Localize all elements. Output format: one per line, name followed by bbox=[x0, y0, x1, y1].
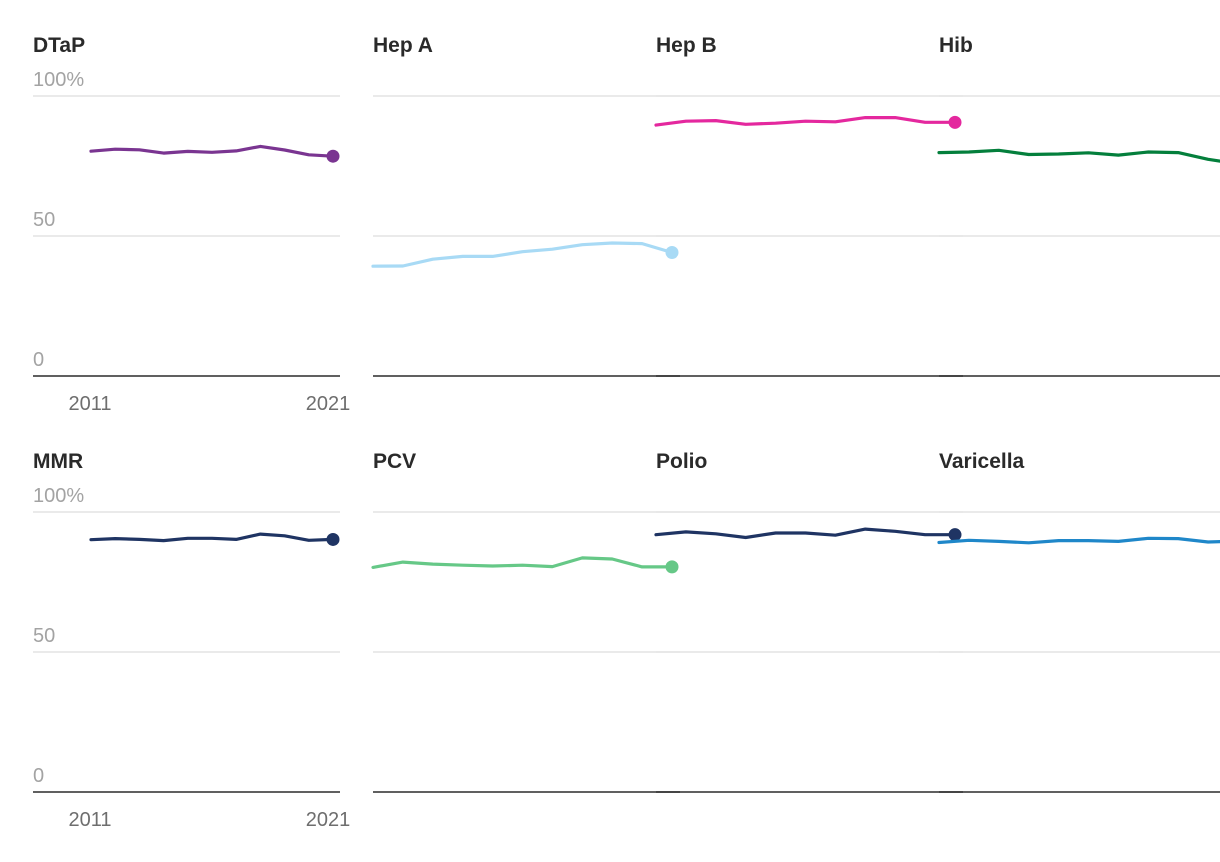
panel-title: PCV bbox=[373, 450, 416, 473]
series-line bbox=[371, 556, 674, 570]
series-endpoint bbox=[326, 532, 340, 546]
series-line bbox=[654, 115, 957, 127]
panel-title: DTaP bbox=[33, 34, 85, 57]
series-line bbox=[89, 532, 335, 543]
x-tick-label: 2021 bbox=[306, 809, 351, 831]
series-endpoint bbox=[665, 560, 679, 574]
series-endpoint bbox=[948, 528, 962, 542]
y-tick-label: 50 bbox=[33, 625, 55, 647]
series-endpoint bbox=[665, 246, 679, 260]
y-tick-label: 100% bbox=[33, 485, 84, 507]
series-line bbox=[89, 144, 335, 158]
panel-mmr: MMR 100% 50 0 2011 2021 bbox=[33, 450, 350, 831]
panel-title: Polio bbox=[656, 450, 707, 473]
x-tick-label: 2011 bbox=[68, 809, 111, 831]
series-line bbox=[654, 527, 957, 540]
panel-polio: Polio bbox=[654, 450, 963, 793]
x-tick-label: 2021 bbox=[306, 393, 351, 415]
y-tick-label: 0 bbox=[33, 765, 44, 787]
panel-dtap: DTaP 100% 50 0 2011 2021 bbox=[33, 34, 350, 415]
x-tick-label: 2011 bbox=[68, 393, 111, 415]
panel-title: Hep B bbox=[656, 34, 717, 57]
panel-title: MMR bbox=[33, 450, 83, 473]
series-line bbox=[937, 148, 1220, 163]
panel-title: Hib bbox=[939, 34, 973, 57]
y-tick-label: 100% bbox=[33, 69, 84, 91]
series-line bbox=[371, 241, 674, 268]
y-tick-label: 0 bbox=[33, 349, 44, 371]
panel-hep-b: Hep B bbox=[654, 34, 963, 377]
panel-hep-a: Hep A bbox=[371, 34, 680, 377]
panel-title: Hep A bbox=[373, 34, 433, 57]
panel-hib: Hib bbox=[937, 34, 1220, 377]
panel-varicella: Varicella bbox=[937, 450, 1220, 793]
panel-pcv: PCV bbox=[371, 450, 680, 793]
panel-title: Varicella bbox=[939, 450, 1025, 473]
series-endpoint bbox=[948, 115, 962, 129]
series-endpoint bbox=[326, 149, 340, 163]
series-line bbox=[937, 536, 1220, 545]
y-tick-label: 50 bbox=[33, 209, 55, 231]
